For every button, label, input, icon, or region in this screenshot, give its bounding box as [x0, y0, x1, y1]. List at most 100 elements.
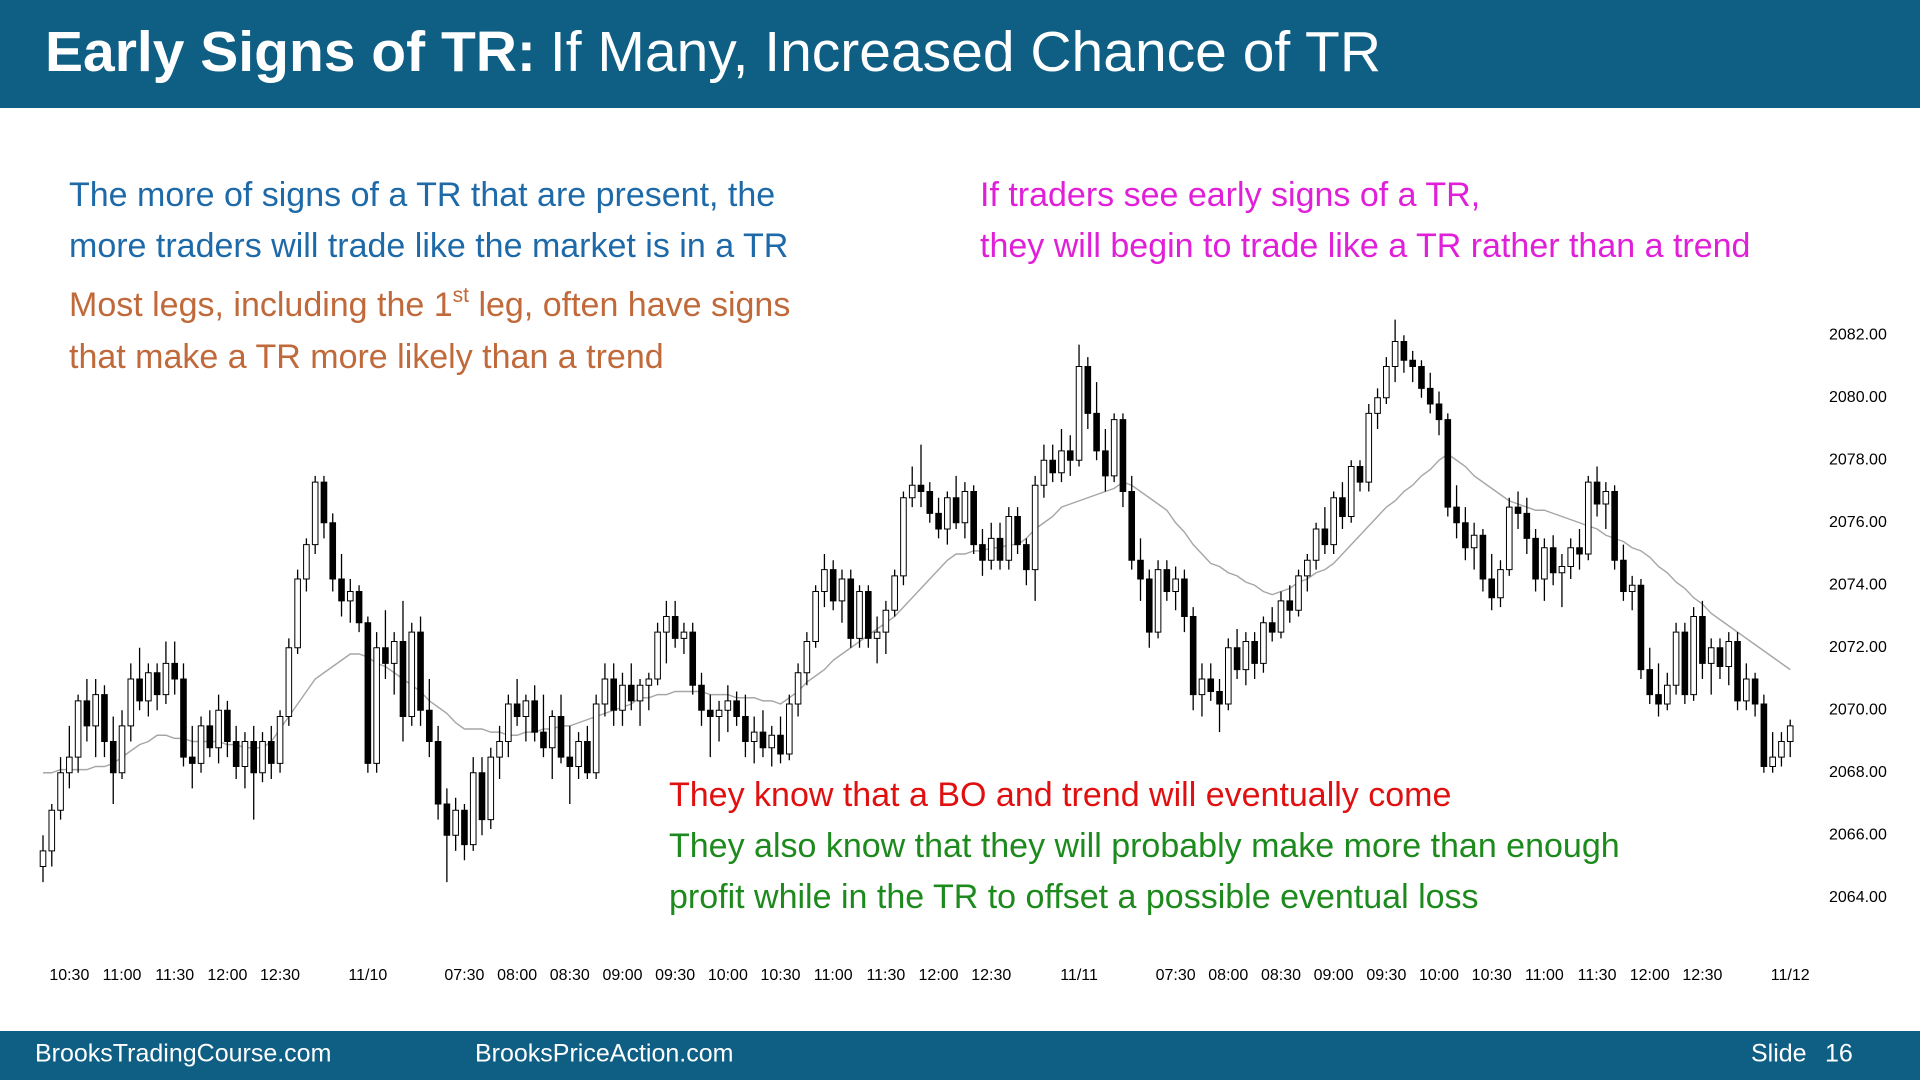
candle-body	[952, 497, 960, 524]
candle-body	[1137, 559, 1144, 580]
candle-body	[390, 641, 398, 664]
candle-body	[153, 672, 161, 696]
candle-body	[1576, 547, 1583, 555]
candle-body	[979, 544, 986, 561]
x-tick-label: 09:00	[602, 967, 642, 984]
candle-body	[452, 809, 459, 836]
candle-body	[1330, 497, 1337, 546]
candle-body	[636, 684, 644, 702]
candle-body	[294, 578, 301, 649]
candle-body	[1681, 631, 1689, 696]
candle-body	[1567, 547, 1575, 567]
candle-body	[1760, 703, 1768, 767]
note-magenta: If traders see early signs of a TR,	[980, 176, 1480, 214]
candle-body	[162, 662, 170, 696]
candle-body	[1707, 647, 1715, 664]
candle-body	[935, 512, 942, 530]
x-tick-label: 12:00	[1630, 967, 1670, 984]
candle-body	[961, 491, 969, 524]
candle-body	[1014, 516, 1021, 546]
candle-body	[1514, 506, 1522, 514]
candle-body	[619, 684, 626, 711]
candle-body	[469, 772, 477, 846]
candle-body	[1189, 616, 1197, 696]
note-orange: that make a TR more likely than a trend	[69, 338, 664, 376]
x-tick-label: 08:00	[1208, 967, 1248, 984]
candle-body	[1479, 534, 1487, 580]
title-bold: Early Signs of TR:	[45, 20, 536, 84]
candle-body	[1110, 419, 1118, 477]
candle-body	[1584, 481, 1592, 555]
candle-body	[627, 684, 635, 702]
candle-body	[847, 578, 855, 639]
candle-body	[92, 694, 99, 727]
candle-body	[1497, 569, 1504, 599]
candle-body	[1347, 466, 1355, 517]
candle-body	[1286, 600, 1294, 611]
candle-body	[803, 641, 811, 674]
footer-link: BrooksTradingCourse.com	[35, 1040, 331, 1068]
candle-body	[768, 734, 776, 749]
candle-body	[347, 591, 354, 602]
y-tick-label: 2064.00	[1829, 889, 1887, 906]
candle-body	[1435, 403, 1443, 421]
y-tick-label: 2068.00	[1829, 764, 1887, 781]
x-tick-label: 12:00	[207, 967, 247, 984]
x-tick-label: 09:30	[655, 967, 695, 984]
candle-body	[1172, 578, 1179, 592]
candle-body	[1637, 584, 1645, 671]
candle-body	[1374, 397, 1381, 414]
note-red: They know that a BO and trend will event…	[669, 776, 1451, 814]
candle-body	[1725, 641, 1733, 667]
candle-body	[136, 678, 143, 702]
y-tick-label: 2078.00	[1829, 451, 1887, 468]
candle-body	[926, 491, 934, 514]
candle-body	[663, 616, 670, 633]
candle-body	[1734, 641, 1741, 702]
candle-body	[109, 741, 117, 774]
candle-body	[505, 703, 512, 742]
candle-body	[1304, 559, 1311, 577]
candle-body	[786, 703, 793, 755]
x-tick-label: 11:30	[1578, 967, 1617, 984]
candle-body	[434, 741, 442, 805]
candle-body	[1426, 387, 1434, 405]
candle-body	[1154, 569, 1162, 633]
candle-body	[276, 716, 284, 764]
candle-body	[917, 484, 925, 492]
candle-body	[1207, 678, 1215, 692]
candle-body	[715, 709, 723, 717]
candle-body	[215, 709, 222, 749]
candle-body	[1119, 419, 1127, 492]
candle-body	[1198, 678, 1206, 696]
x-tick-label: 12:30	[1682, 967, 1722, 984]
x-tick-label: 08:00	[497, 967, 537, 984]
candle-body	[1444, 419, 1452, 508]
candle-body	[1602, 491, 1610, 505]
candle-body	[311, 481, 319, 546]
candle-body	[1181, 578, 1188, 617]
candle-body	[1383, 366, 1390, 399]
candle-body	[812, 591, 819, 642]
candle-body	[1462, 522, 1469, 549]
candle-body	[610, 678, 618, 711]
y-tick-label: 2076.00	[1829, 514, 1887, 531]
candle-body	[838, 578, 846, 602]
candle-body	[1277, 600, 1285, 633]
candle-body	[1093, 412, 1100, 452]
candle-body	[671, 616, 679, 639]
candle-body	[900, 497, 907, 577]
note-text: leg, often have signs	[469, 286, 790, 324]
candle-body	[856, 591, 863, 639]
candle-body	[584, 741, 591, 774]
candle-body	[1769, 756, 1776, 767]
candle-body	[742, 716, 749, 742]
header-bar	[0, 0, 1920, 108]
x-tick-label: 12:30	[260, 967, 300, 984]
candle-body	[1023, 544, 1030, 571]
candle-body	[478, 772, 486, 821]
candle-body	[285, 647, 293, 717]
candle-body	[1058, 450, 1065, 474]
note-blue: The more of signs of a TR that are prese…	[69, 176, 775, 214]
